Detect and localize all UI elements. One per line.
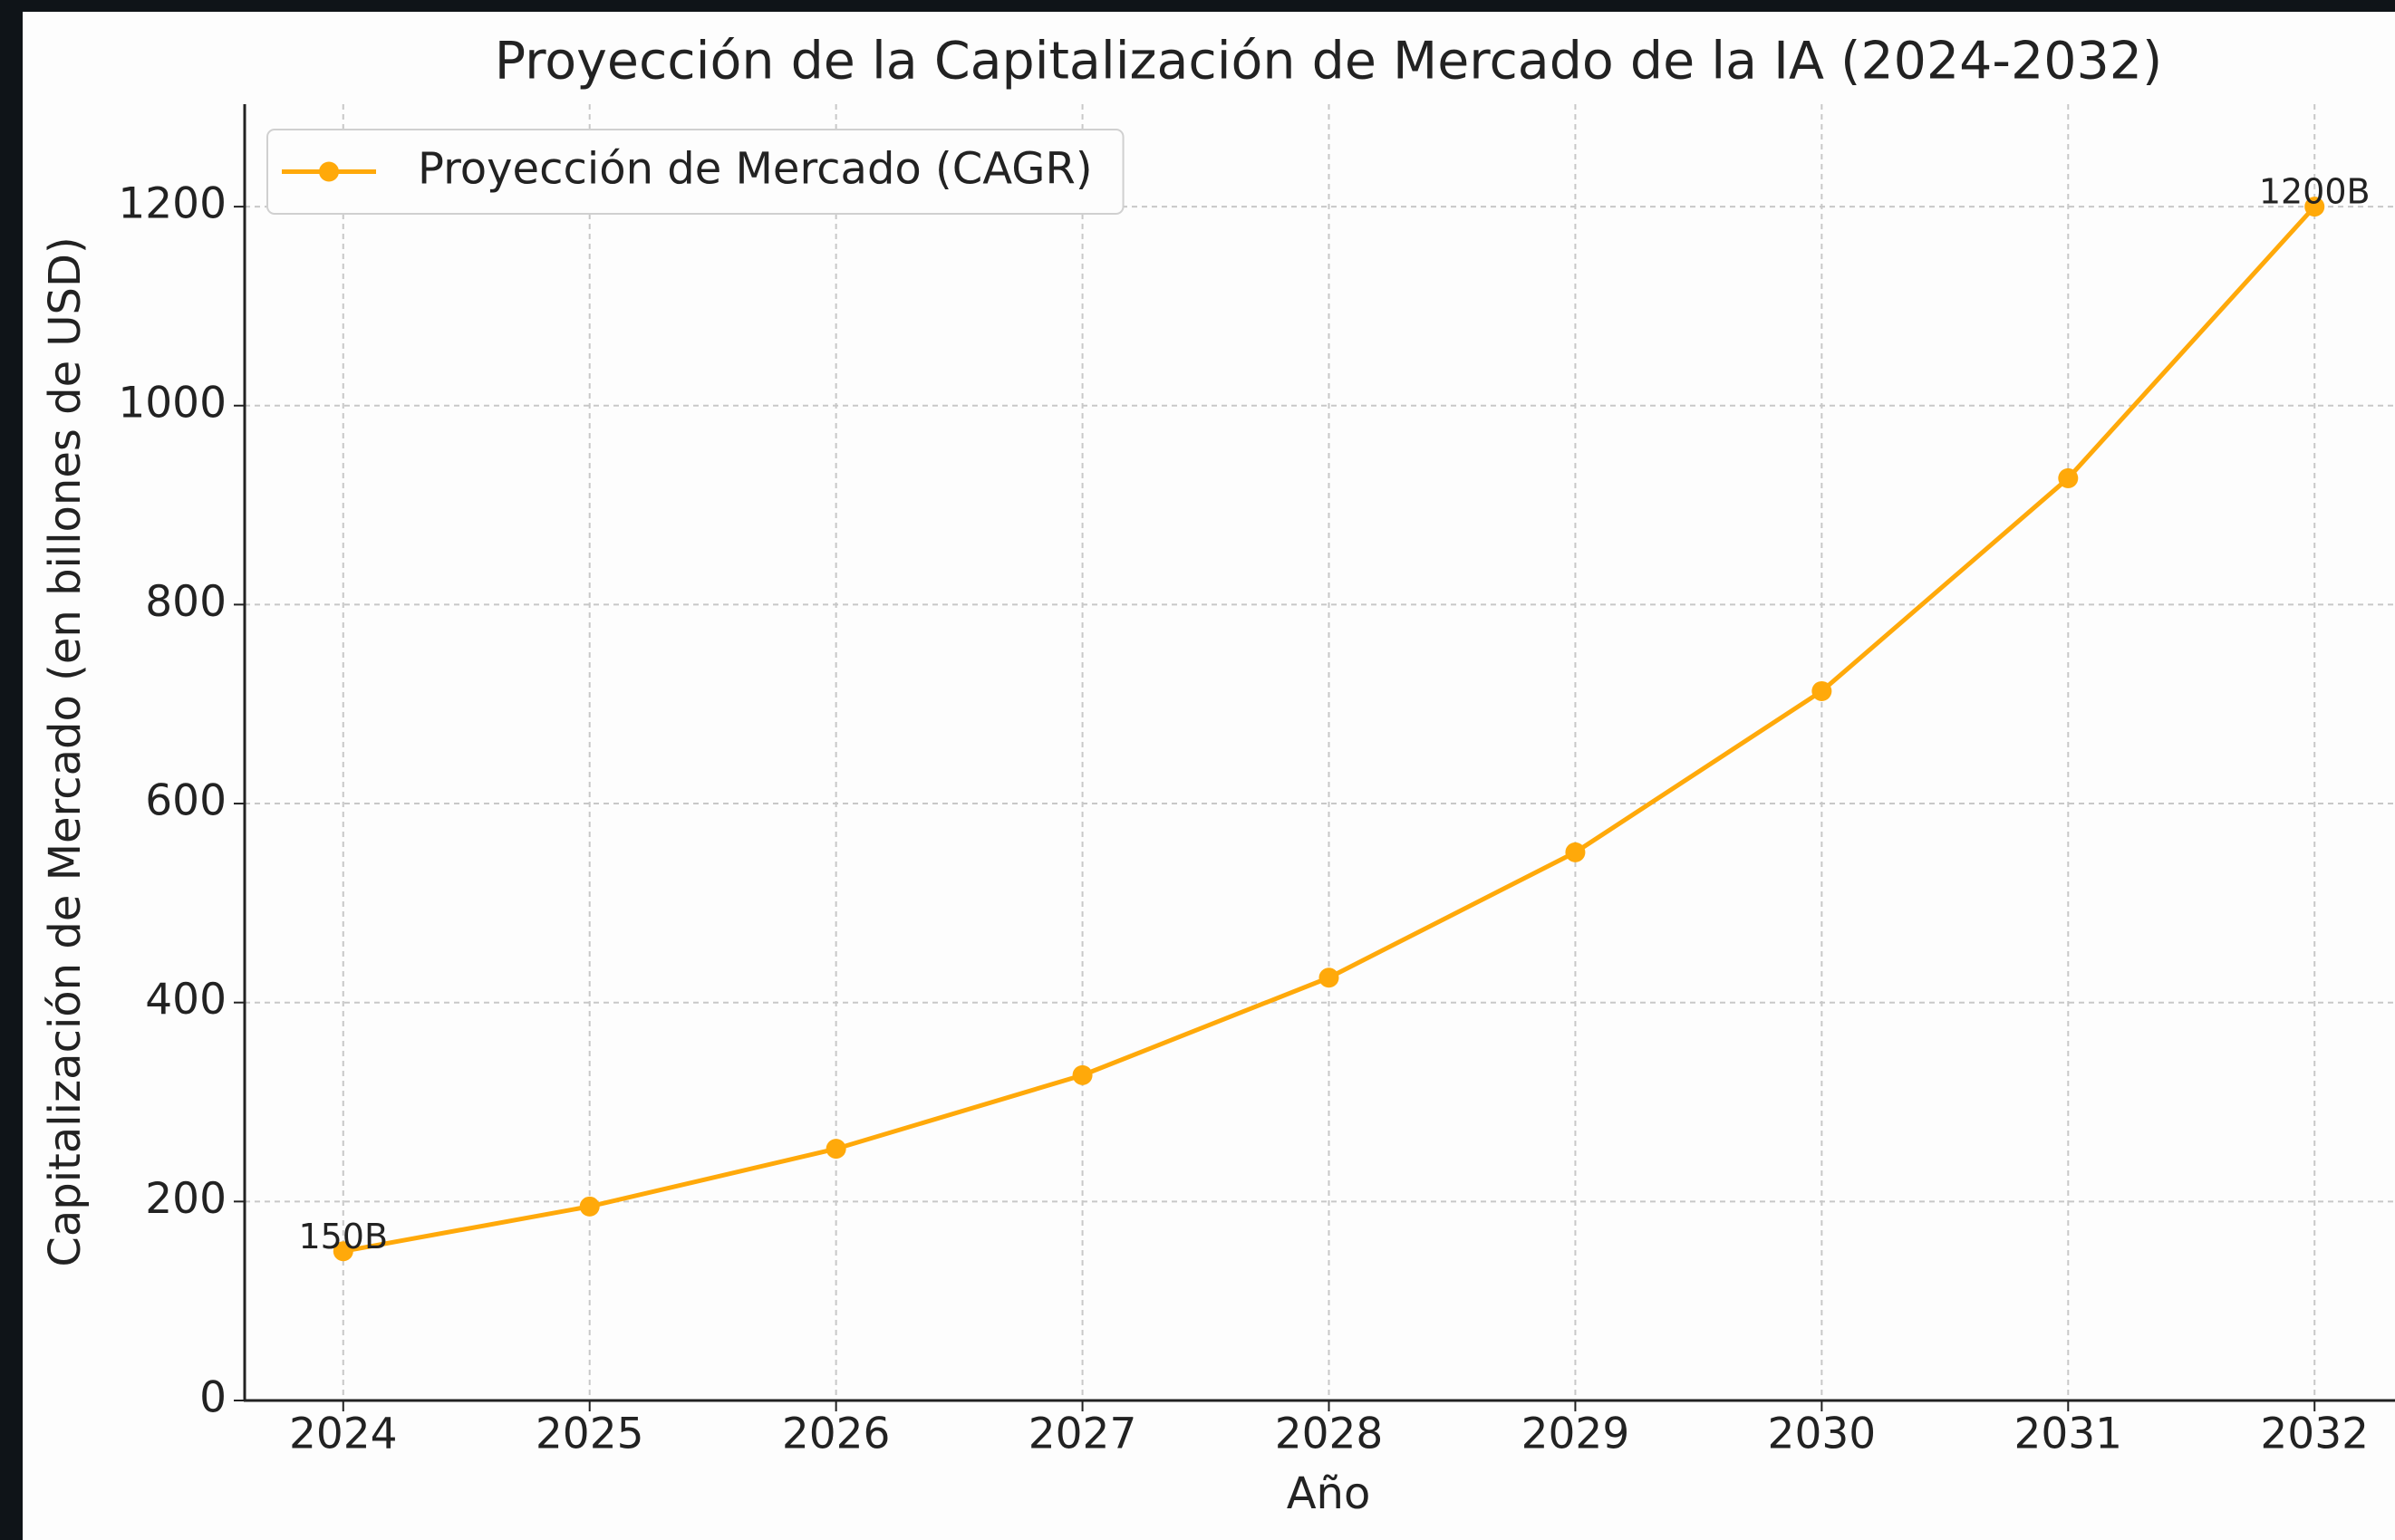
data-point [1811,681,1831,701]
data-point [2058,468,2078,488]
y-tick-label: 1000 [118,378,227,428]
x-tick-label: 2032 [2260,1410,2369,1459]
legend-label: Proyección de Mercado (CAGR) [418,144,1093,195]
x-tick-label: 2027 [1028,1410,1137,1459]
chart: 150B 1200B Proyección de la Capitalizació… [0,0,2395,1540]
page: 150B 1200B Proyección de la Capitalizació… [0,0,2395,1540]
legend-marker [319,162,339,182]
y-axis-label: Capitalización de Mercado (en billones d… [40,236,91,1266]
data-point [1073,1065,1093,1085]
x-tick-label: 2028 [1275,1410,1384,1459]
data-point [1319,967,1339,987]
y-tick-label: 800 [145,577,227,627]
x-tick-label: 2024 [289,1410,398,1459]
x-tick-label: 2029 [1521,1410,1630,1459]
data-point [1565,842,1585,862]
data-label: 1200B [2259,172,2371,212]
x-tick-label: 2026 [782,1410,891,1459]
y-tick-label: 1200 [118,179,227,229]
x-tick-label: 2030 [1768,1410,1877,1459]
chart-panel [23,12,2395,1540]
data-point [826,1139,846,1159]
y-tick-label: 400 [145,975,227,1025]
chart-title: Proyección de la Capitalización de Merca… [495,32,2163,91]
x-tick-label: 2025 [536,1410,644,1459]
y-tick-label: 600 [145,776,227,826]
x-tick-label: 2031 [2014,1410,2122,1459]
y-tick-label: 0 [199,1373,227,1423]
y-tick-label: 200 [145,1174,227,1224]
data-label: 150B [298,1217,388,1256]
x-axis-label: Año [1287,1468,1371,1519]
data-point [580,1197,600,1217]
